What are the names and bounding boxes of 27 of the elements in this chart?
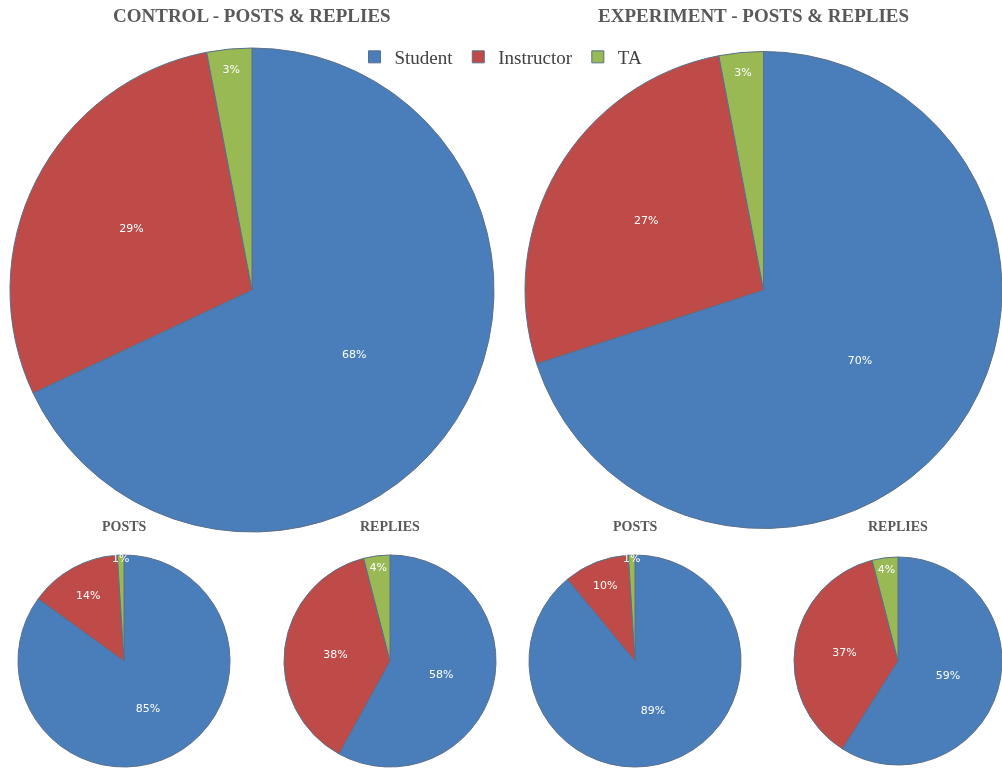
data-label: 3% — [734, 66, 752, 80]
data-label: 85% — [135, 701, 161, 715]
chart-title: REPLIES — [360, 519, 421, 534]
data-label: 58% — [429, 667, 454, 681]
chart-title: CONTROL - POSTS & REPLIES — [113, 5, 391, 26]
pie-slice — [17, 554, 231, 768]
data-label: 68% — [341, 348, 367, 362]
legend-label: Student — [394, 47, 454, 69]
chart-title: POSTS — [102, 519, 147, 534]
data-label: 10% — [592, 579, 618, 593]
data-label: 14% — [75, 589, 101, 603]
data-label: 27% — [633, 214, 659, 228]
data-label: 89% — [640, 704, 666, 718]
data-label: 38% — [323, 647, 348, 661]
chart-title: REPLIES — [868, 519, 929, 534]
data-label: 59% — [935, 669, 961, 683]
data-label: 4% — [877, 562, 896, 576]
legend-label: TA — [617, 47, 642, 69]
data-label: 3% — [222, 63, 240, 77]
data-label: 29% — [119, 222, 144, 236]
pie-slice — [528, 554, 742, 768]
legend-label: Instructor — [498, 47, 573, 69]
data-label: 70% — [847, 353, 873, 367]
chart-title: EXPERIMENT - POSTS & REPLIES — [598, 5, 910, 26]
chart-title: POSTS — [613, 519, 658, 534]
data-label: 37% — [832, 646, 857, 660]
data-label: 4% — [369, 561, 387, 575]
